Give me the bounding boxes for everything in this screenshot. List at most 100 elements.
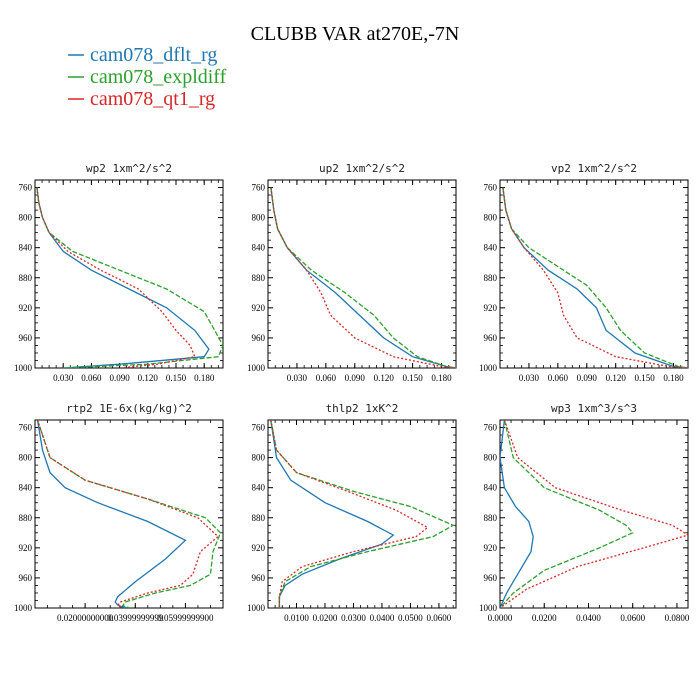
series-line-2: [500, 420, 688, 608]
y-tick-label: 880: [252, 513, 266, 523]
x-tick-label: 0.060: [548, 373, 569, 383]
x-tick-label: 0.150: [634, 373, 655, 383]
x-tick-label: 0.0000: [488, 613, 513, 623]
panel-title: vp2 1xm^2/s^2: [551, 162, 637, 175]
y-tick-label: 1000: [479, 363, 498, 373]
panel-title: wp2 1xm^2/s^2: [86, 162, 172, 175]
y-tick-label: 1000: [247, 603, 266, 613]
x-tick-label: 0.090: [109, 373, 130, 383]
y-tick-label: 840: [19, 483, 33, 493]
x-tick-label: 0.0600: [427, 613, 452, 623]
y-tick-label: 840: [484, 243, 498, 253]
series-line-1: [36, 187, 223, 368]
x-tick-label: 0.0200: [532, 613, 557, 623]
y-tick-label: 800: [19, 213, 33, 223]
y-tick-label: 880: [252, 273, 266, 283]
y-tick-label: 1000: [14, 363, 33, 373]
x-tick-label: 0.0800: [665, 613, 690, 623]
plot-frame: [267, 419, 457, 609]
series-line-1: [502, 187, 688, 368]
series-line-0: [36, 187, 210, 368]
x-tick-label: 0.0400: [576, 613, 601, 623]
panel-title: rtp2 1E-6x(kg/kg)^2: [66, 402, 192, 415]
x-tick-label: 0.0600: [620, 613, 645, 623]
y-tick-label: 760: [484, 423, 498, 433]
series-line-1: [270, 187, 456, 368]
series-line-2: [36, 187, 196, 368]
y-tick-label: 880: [19, 513, 33, 523]
y-tick-label: 960: [252, 573, 266, 583]
y-tick-label: 960: [252, 333, 266, 343]
y-tick-label: 1000: [14, 603, 33, 613]
x-tick-label: 0.030: [287, 373, 308, 383]
legend-label-2: cam078_qt1_rg: [90, 88, 215, 110]
series-line-0: [270, 420, 395, 608]
x-tick-label: 0.03999999999: [107, 613, 164, 623]
x-tick-label: 0.150: [402, 373, 423, 383]
y-tick-label: 920: [19, 543, 33, 553]
series-line-1: [500, 420, 634, 608]
x-tick-label: 0.0200: [313, 613, 338, 623]
panel-2: vp2 1xm^2/s^2 760 800 840 880 920 960 1000 0.030…: [479, 162, 689, 383]
y-tick-label: 1000: [247, 363, 266, 373]
y-tick-label: 920: [484, 303, 498, 313]
y-tick-label: 960: [19, 573, 33, 583]
x-tick-label: 0.0300: [341, 613, 366, 623]
x-tick-label: 0.090: [345, 373, 366, 383]
y-tick-label: 840: [19, 243, 33, 253]
x-tick-label: 0.0100: [284, 613, 309, 623]
y-tick-label: 800: [252, 453, 266, 463]
x-tick-label: 0.030: [53, 373, 74, 383]
x-tick-label: 0.150: [166, 373, 187, 383]
panel-title: wp3 1xm^3/s^3: [551, 402, 637, 415]
y-tick-label: 880: [484, 513, 498, 523]
legend: cam078_dflt_rg cam078_expldiff cam078_qt…: [68, 44, 227, 110]
x-tick-label: 0.0400: [370, 613, 395, 623]
series-line-0: [500, 420, 534, 608]
y-tick-label: 960: [484, 573, 498, 583]
legend-entry-0: cam078_dflt_rg: [68, 44, 217, 66]
x-tick-label: 0.180: [194, 373, 215, 383]
y-tick-label: 760: [484, 183, 498, 193]
series-line-0: [36, 420, 187, 608]
x-tick-label: 0.090: [577, 373, 598, 383]
series-line-2: [270, 187, 456, 368]
y-tick-label: 960: [19, 333, 33, 343]
y-tick-label: 800: [252, 213, 266, 223]
x-tick-label: 0.120: [374, 373, 395, 383]
x-tick-label: 0.060: [316, 373, 337, 383]
y-tick-label: 840: [484, 483, 498, 493]
legend-label-1: cam078_expldiff: [90, 66, 227, 88]
series-line-2: [502, 187, 688, 368]
panel-title: up2 1xm^2/s^2: [319, 162, 405, 175]
y-tick-label: 920: [252, 303, 266, 313]
x-tick-label: 0.0500: [398, 613, 423, 623]
x-tick-label: 0.030: [519, 373, 540, 383]
panels: wp2 1xm^2/s^2 760 800 840 880 920 960 1000 0.030…: [14, 162, 690, 623]
legend-entry-2: cam078_qt1_rg: [68, 88, 215, 110]
panel-0: wp2 1xm^2/s^2 760 800 840 880 920 960 1000 0.030…: [14, 162, 224, 383]
y-tick-label: 760: [252, 183, 266, 193]
figure-title: CLUBB VAR at270E,-7N: [251, 23, 460, 45]
x-tick-label: 0.180: [663, 373, 684, 383]
y-tick-label: 1000: [479, 603, 498, 613]
x-tick-label: 0.05999999900: [157, 613, 214, 623]
series-line-0: [270, 187, 456, 368]
legend-label-0: cam078_dflt_rg: [90, 44, 217, 66]
y-tick-label: 920: [252, 543, 266, 553]
y-tick-label: 920: [484, 543, 498, 553]
x-tick-label: 0.120: [138, 373, 159, 383]
series-line-0: [502, 187, 688, 368]
plot-frame: [499, 179, 689, 369]
y-tick-label: 960: [484, 333, 498, 343]
y-tick-label: 800: [484, 453, 498, 463]
y-tick-label: 760: [19, 423, 33, 433]
y-tick-label: 760: [19, 183, 33, 193]
y-tick-label: 800: [19, 453, 33, 463]
panel-title: thlp2 1xK^2: [326, 402, 399, 415]
y-tick-label: 920: [19, 303, 33, 313]
x-tick-label: 0.180: [431, 373, 452, 383]
panel-5: wp3 1xm^3/s^3 760 800 840 880 920 960 10000.000…: [479, 402, 690, 623]
y-tick-label: 800: [484, 213, 498, 223]
